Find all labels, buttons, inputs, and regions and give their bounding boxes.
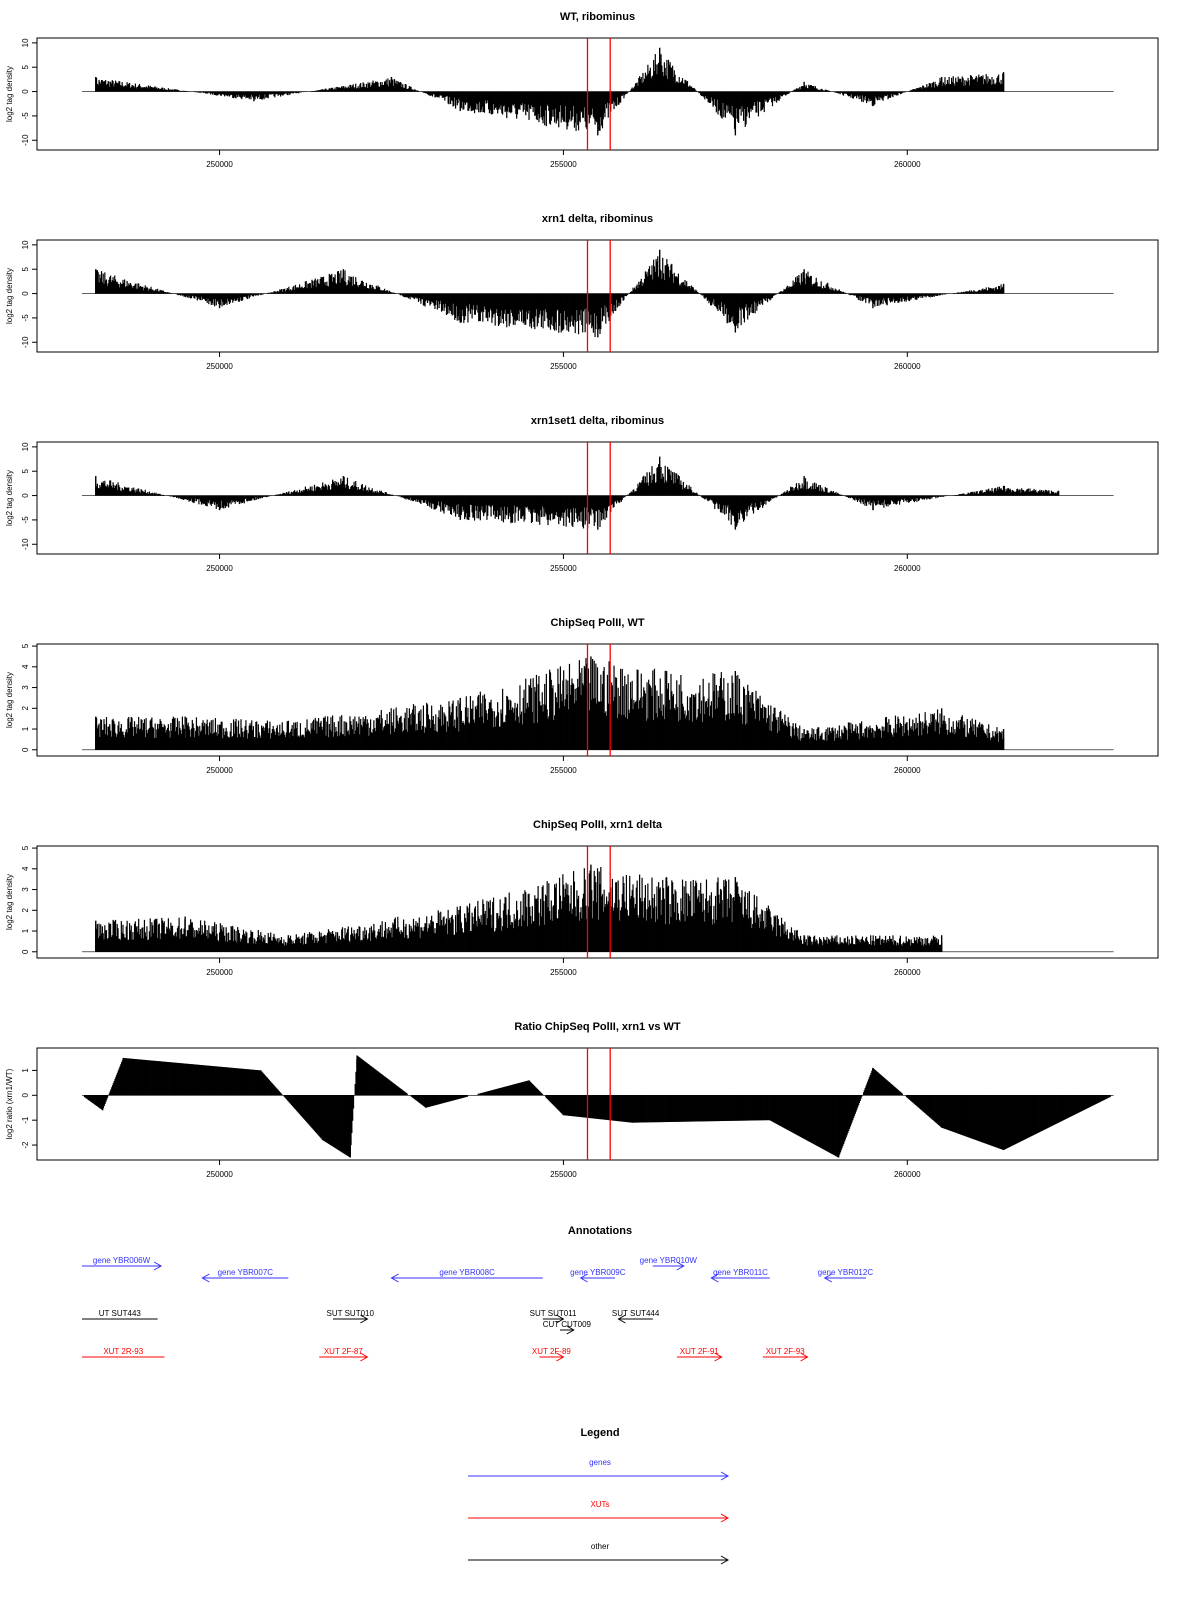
- chart-panel-3: xrn1set1 delta, ribominus 10 5 0 -5 -10 log2 t…: [5, 415, 1159, 573]
- y-tick-label: 4: [21, 664, 30, 669]
- y-tick-label: 1: [21, 928, 30, 933]
- chart-panel-5: ChipSeq PolII, xrn1 delta 5 4 3 2 1 0 log2 tag …: [5, 819, 1159, 977]
- y-tick-label: 10: [21, 240, 30, 249]
- y-tick-label: 2: [21, 908, 30, 913]
- y-tick-label: 0: [21, 89, 30, 94]
- y-tick-label: 5: [21, 64, 30, 69]
- x-tick-label: 255000: [550, 160, 577, 169]
- chart-title: xrn1set1 delta, ribominus: [531, 415, 664, 427]
- y-tick-label: 3: [21, 685, 30, 690]
- y-axis-label: log2 tag density: [5, 874, 14, 930]
- x-tick-label: 250000: [206, 362, 233, 371]
- chart-panel-4: ChipSeq PolII, WT 5 4 3 2 1 0 log2 tag density 2…: [5, 617, 1159, 775]
- y-tick-label: 10: [21, 442, 30, 451]
- y-tick-label: -5: [21, 314, 30, 322]
- x-tick-label: 260000: [894, 160, 921, 169]
- y-axis-label: log2 tag density: [5, 672, 14, 728]
- x-tick-label: 250000: [206, 968, 233, 977]
- y-tick-label: 2: [21, 706, 30, 711]
- y-tick-label: -10: [21, 538, 30, 550]
- y-tick-label: 5: [21, 468, 30, 473]
- x-tick-label: 255000: [550, 766, 577, 775]
- x-tick-label: 260000: [894, 362, 921, 371]
- chart-panel-1: WT, ribominus 10 5 0 -5 -10 log2 tag density 25…: [5, 11, 1159, 169]
- x-tick-label: 260000: [894, 968, 921, 977]
- plot-frame: [36, 643, 1159, 757]
- y-tick-label: -5: [21, 516, 30, 524]
- y-tick-label: 0: [21, 747, 30, 752]
- chart-title: xrn1 delta, ribominus: [542, 213, 653, 225]
- y-axis-label: log2 tag density: [5, 268, 14, 324]
- chart-panel-2: xrn1 delta, ribominus 10 5 0 -5 -10 log2 tag d…: [5, 213, 1159, 371]
- x-tick-label: 255000: [550, 362, 577, 371]
- x-tick-label: 250000: [206, 160, 233, 169]
- chart-title: ChipSeq PolII, WT: [550, 617, 644, 629]
- y-tick-label: 3: [21, 887, 30, 892]
- y-tick-label: 4: [21, 866, 30, 871]
- plot-frame: [36, 441, 1159, 555]
- x-tick-label: 260000: [894, 564, 921, 573]
- y-axis-label: log2 tag density: [5, 470, 14, 526]
- y-tick-label: -5: [21, 112, 30, 120]
- x-tick-label: 260000: [894, 766, 921, 775]
- y-tick-label: 0: [21, 493, 30, 498]
- y-tick-label: -10: [21, 336, 30, 348]
- y-tick-label: 5: [21, 845, 30, 850]
- plot-frame: [36, 845, 1159, 959]
- chart-title: WT, ribominus: [560, 11, 635, 23]
- y-tick-label: 5: [21, 266, 30, 271]
- x-tick-label: 255000: [550, 968, 577, 977]
- y-tick-label: 10: [21, 38, 30, 47]
- y-tick-label: 1: [21, 726, 30, 731]
- y-tick-label: 0: [21, 291, 30, 296]
- x-tick-label: 255000: [550, 564, 577, 573]
- x-tick-label: 250000: [206, 766, 233, 775]
- y-tick-label: 0: [21, 949, 30, 954]
- y-axis-label: log2 tag density: [5, 66, 14, 122]
- chart-title: ChipSeq PolII, xrn1 delta: [533, 819, 663, 831]
- x-tick-label: 250000: [206, 564, 233, 573]
- y-tick-label: -10: [21, 134, 30, 146]
- y-tick-label: 5: [21, 643, 30, 648]
- plot-frame: [36, 37, 1159, 151]
- plot-frame: [36, 239, 1159, 353]
